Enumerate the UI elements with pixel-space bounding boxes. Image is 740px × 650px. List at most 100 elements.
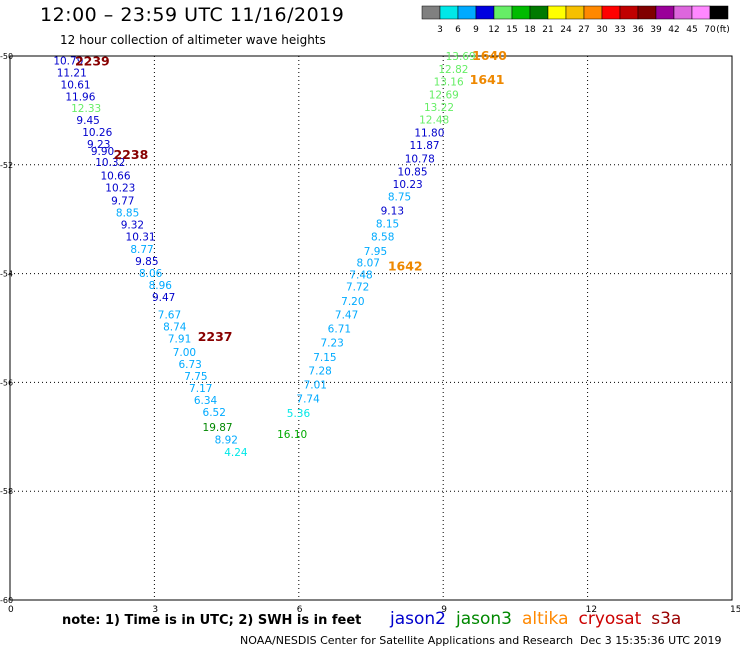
wave-height-value: 7.48 xyxy=(349,270,372,282)
wave-height-value: 10.78 xyxy=(405,153,435,165)
wave-height-value: 13.69 xyxy=(446,51,476,63)
y-tick-label: -58 xyxy=(0,487,13,496)
x-tick-label: 0 xyxy=(8,605,14,612)
mission-label: jason2 xyxy=(390,609,446,629)
scale-swatch xyxy=(709,5,729,20)
wave-height-value: 13.16 xyxy=(434,77,464,89)
wave-height-value: 6.73 xyxy=(178,359,201,371)
page-subtitle: 12 hour collection of altimeter wave hei… xyxy=(60,33,326,47)
wave-height-value: 7.28 xyxy=(308,365,331,377)
wave-height-value: 11.80 xyxy=(414,128,444,140)
wave-height-value: 7.00 xyxy=(173,347,196,359)
wave-height-value: 10.32 xyxy=(95,157,125,169)
scale-label: 45 xyxy=(686,25,697,35)
wave-height-value: 6.34 xyxy=(194,395,218,407)
y-tick-label: -56 xyxy=(0,378,13,387)
wave-height-value: 9.45 xyxy=(76,115,99,127)
wave-height-value: 12.82 xyxy=(438,64,468,76)
pass-time-label: 1640 xyxy=(472,48,507,63)
wave-height-value: 8.75 xyxy=(388,191,411,203)
wave-height-map: 0 3 6 9 12 15-50-52-54-56-58-6010.7911.2110.6… xyxy=(0,48,740,612)
x-tick-label: 3 xyxy=(152,605,158,612)
scale-label: 3 xyxy=(437,25,443,35)
wave-height-value: 6.71 xyxy=(328,324,351,336)
wave-height-value: 10.85 xyxy=(397,166,427,178)
scale-label: 6 xyxy=(455,25,461,35)
pass-time-label: 1641 xyxy=(470,72,505,87)
wave-height-value: 4.24 xyxy=(224,447,248,459)
mission-legend: jason2 jason3 altika cryosat s3a xyxy=(390,609,691,629)
mission-label: jason3 xyxy=(456,609,512,629)
scale-label: 36 xyxy=(632,25,644,35)
wave-height-value: 5.36 xyxy=(287,408,311,420)
wave-height-value: 7.95 xyxy=(364,246,387,258)
timestamp-text: Dec 3 15:35:36 UTC 2019 xyxy=(580,634,722,647)
page-title: 12:00 – 23:59 UTC 11/16/2019 xyxy=(40,4,345,26)
wave-height-value: 7.67 xyxy=(158,309,181,321)
scale-label: 27 xyxy=(578,25,589,35)
scale-label: 70 xyxy=(704,25,716,35)
scale-label: 33 xyxy=(614,25,625,35)
wave-height-value: 9.90 xyxy=(91,146,114,158)
scale-label: 42 xyxy=(668,25,679,35)
scale-label: 18 xyxy=(524,25,536,35)
wave-height-value: 9.85 xyxy=(135,256,158,268)
wave-height-value: 8.07 xyxy=(357,258,380,270)
wave-height-value: 9.47 xyxy=(152,292,175,304)
credit-text: NOAA/NESDIS Center for Satellite Applica… xyxy=(240,634,574,647)
wave-height-value: 10.26 xyxy=(82,127,112,139)
scale-label: 12 xyxy=(488,25,499,35)
wave-height-value: 7.01 xyxy=(304,380,327,392)
wave-height-value: 8.96 xyxy=(149,280,173,292)
wave-height-value: 6.52 xyxy=(203,407,226,419)
wave-height-value: 8.06 xyxy=(139,268,163,280)
y-tick-label: -60 xyxy=(0,596,13,605)
wave-height-value: 8.74 xyxy=(163,321,187,333)
wave-height-value: 9.77 xyxy=(111,196,134,208)
wave-height-value: 8.77 xyxy=(130,244,153,256)
mission-label: altika xyxy=(522,609,569,629)
note-text: note: 1) Time is in UTC; 2) SWH is in fe… xyxy=(62,613,362,628)
wave-height-value: 7.75 xyxy=(184,371,207,383)
wave-height-value: 16.10 xyxy=(277,429,307,441)
mission-label: cryosat xyxy=(578,609,642,629)
mission-label: s3a xyxy=(651,609,682,629)
wave-height-value: 7.15 xyxy=(313,352,336,364)
x-tick-label: 12 xyxy=(586,605,597,612)
y-tick-label: -50 xyxy=(0,52,13,61)
wave-height-value: 11.87 xyxy=(410,140,440,152)
y-tick-label: -52 xyxy=(0,161,13,170)
wave-height-value: 7.74 xyxy=(296,394,320,406)
wave-height-value: 7.47 xyxy=(335,309,358,321)
wave-height-value: 10.31 xyxy=(126,232,156,244)
wave-height-value: 10.23 xyxy=(393,179,423,191)
wave-height-value: 7.17 xyxy=(189,383,212,395)
wave-height-value: 7.91 xyxy=(168,333,191,345)
wave-height-value: 12.33 xyxy=(71,103,101,115)
scale-label: 15 xyxy=(506,25,517,35)
color-scale: 3 6 9 12 15 18 21 24 27 30 33 36 39 42 45 70 (ft) xyxy=(421,5,730,35)
wave-height-value: 12.69 xyxy=(429,90,459,102)
wave-height-value: 8.58 xyxy=(371,232,394,244)
pass-time-label: 2239 xyxy=(75,53,110,68)
scale-label: 30 xyxy=(596,25,608,35)
wave-height-value: 19.87 xyxy=(203,422,233,434)
scale-label: (ft) xyxy=(716,25,730,35)
wave-height-value: 9.23 xyxy=(87,139,110,151)
scale-label: 39 xyxy=(650,25,662,35)
wave-height-value: 7.72 xyxy=(346,282,369,294)
scale-label: 21 xyxy=(542,25,553,35)
pass-time-label: 2237 xyxy=(198,329,233,344)
wave-height-value: 9.13 xyxy=(381,205,404,217)
wave-height-value: 10.61 xyxy=(61,79,91,91)
x-tick-label: 6 xyxy=(297,605,303,612)
wave-height-value: 10.23 xyxy=(105,183,135,195)
wave-height-value: 8.85 xyxy=(116,208,139,220)
wave-height-value: 8.15 xyxy=(376,219,399,231)
map-frame xyxy=(9,55,733,601)
wave-height-value: 11.96 xyxy=(65,91,95,103)
wave-height-value: 7.23 xyxy=(320,338,343,350)
wave-height-value: 9.32 xyxy=(121,220,144,232)
pass-time-label: 2238 xyxy=(113,147,148,162)
y-tick-label: -54 xyxy=(0,270,13,279)
